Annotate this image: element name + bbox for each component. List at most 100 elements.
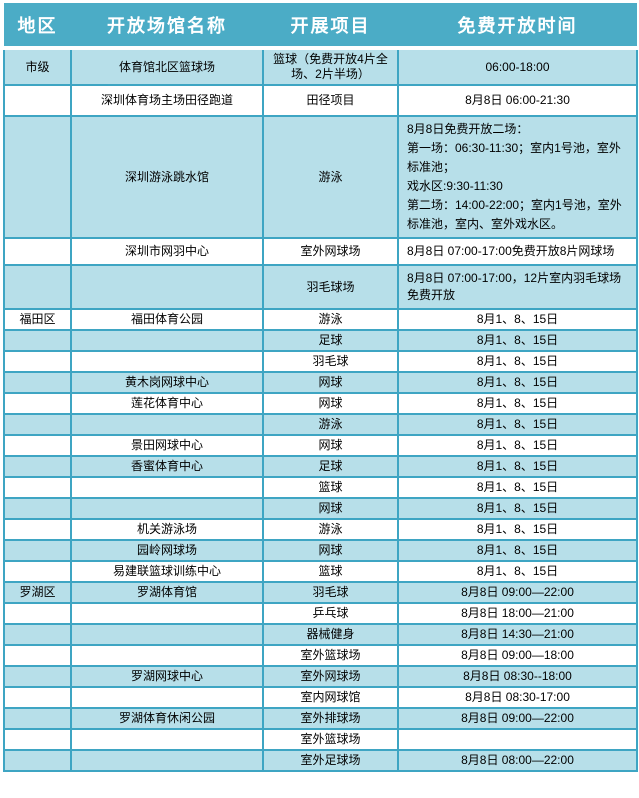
venue-cell: 罗湖网球中心 (70, 665, 264, 688)
table-row: 羽毛球场 8月8日 07:00-17:00，12片室内羽毛球场免费开放 (3, 264, 638, 310)
venue-cell: 易建联篮球训练中心 (70, 560, 264, 583)
header-venue-name: 开放场馆名称 (71, 3, 263, 50)
project-cell: 羽毛球 (262, 350, 399, 373)
table-row: 深圳游泳跳水馆 游泳 8月8日免费开放二场： 第一场：06:30-11:30；室… (3, 115, 638, 239)
header-row: 地区 开放场馆名称 开展项目 免费开放时间 (4, 3, 637, 50)
region-cell (3, 623, 72, 646)
project-cell: 室外网球场 (262, 665, 399, 688)
time-cell: 8月8日 09:00—22:00 (397, 581, 638, 604)
region-cell (3, 115, 72, 239)
project-cell: 羽毛球场 (262, 264, 399, 310)
venue-cell: 莲花体育中心 (70, 392, 264, 415)
venue-cell: 景田网球中心 (70, 434, 264, 457)
region-cell (3, 497, 72, 520)
region-cell (3, 518, 72, 541)
table-row: 园岭网球场 网球 8月1、8、15日 (3, 539, 638, 562)
venue-cell: 园岭网球场 (70, 539, 264, 562)
table-row: 景田网球中心 网球 8月1、8、15日 (3, 434, 638, 457)
table-row: 莲花体育中心 网球 8月1、8、15日 (3, 392, 638, 415)
table-header: 地区 开放场馆名称 开展项目 免费开放时间 (4, 3, 637, 50)
time-cell: 8月1、8、15日 (397, 434, 638, 457)
region-cell (3, 728, 72, 751)
venue-cell: 机关游泳场 (70, 518, 264, 541)
venue-cell (70, 350, 264, 373)
venue-cell (70, 623, 264, 646)
region-cell (3, 560, 72, 583)
time-cell: 8月8日 09:00—18:00 (397, 644, 638, 667)
venue-cell: 深圳市网羽中心 (70, 237, 264, 266)
project-cell: 篮球 (262, 476, 399, 499)
time-cell: 8月1、8、15日 (397, 560, 638, 583)
time-cell: 8月8日 08:00—22:00 (397, 749, 638, 772)
project-cell: 乒乓球 (262, 602, 399, 625)
table-row: 篮球 8月1、8、15日 (3, 476, 638, 499)
region-cell (3, 644, 72, 667)
table-body: 市级 体育馆北区篮球场 篮球（免费开放4片全场、2片半场） 06:00-18:0… (3, 47, 638, 772)
project-cell: 网球 (262, 539, 399, 562)
project-cell: 室外排球场 (262, 707, 399, 730)
region-cell (3, 264, 72, 310)
project-cell: 游泳 (262, 413, 399, 436)
region-cell (3, 455, 72, 478)
time-cell: 8月8日 06:00-21:30 (397, 84, 638, 117)
time-cell: 8月8日 18:00—21:00 (397, 602, 638, 625)
table-row: 市级 体育馆北区篮球场 篮球（免费开放4片全场、2片半场） 06:00-18:0… (3, 47, 638, 86)
project-cell: 游泳 (262, 308, 399, 331)
venue-cell: 深圳体育场主场田径跑道 (70, 84, 264, 117)
region-cell (3, 392, 72, 415)
table-row: 乒乓球 8月8日 18:00—21:00 (3, 602, 638, 625)
region-cell: 福田区 (3, 308, 72, 331)
venue-cell (70, 497, 264, 520)
table-row: 器械健身 8月8日 14:30—21:00 (3, 623, 638, 646)
venue-cell: 体育馆北区篮球场 (70, 47, 264, 86)
table-row: 福田区 福田体育公园 游泳 8月1、8、15日 (3, 308, 638, 331)
time-cell: 8月8日 08:30-17:00 (397, 686, 638, 709)
venue-cell (70, 413, 264, 436)
venue-cell: 罗湖体育馆 (70, 581, 264, 604)
region-cell (3, 237, 72, 266)
table-row: 室外足球场 8月8日 08:00—22:00 (3, 749, 638, 772)
table-row: 机关游泳场 游泳 8月1、8、15日 (3, 518, 638, 541)
time-cell: 8月1、8、15日 (397, 392, 638, 415)
project-cell: 游泳 (262, 115, 399, 239)
project-cell: 足球 (262, 455, 399, 478)
time-cell: 8月1、8、15日 (397, 371, 638, 394)
table-row: 游泳 8月1、8、15日 (3, 413, 638, 436)
project-cell: 室内网球馆 (262, 686, 399, 709)
time-cell: 8月1、8、15日 (397, 350, 638, 373)
table-row: 室内网球馆 8月8日 08:30-17:00 (3, 686, 638, 709)
time-cell: 8月1、8、15日 (397, 518, 638, 541)
time-cell: 8月1、8、15日 (397, 308, 638, 331)
time-cell: 8月8日 08:30--18:00 (397, 665, 638, 688)
venue-cell (70, 749, 264, 772)
project-cell: 篮球（免费开放4片全场、2片半场） (262, 47, 399, 86)
time-cell: 8月1、8、15日 (397, 329, 638, 352)
region-cell (3, 413, 72, 436)
table-row: 罗湖体育休闲公园 室外排球场 8月8日 09:00—22:00 (3, 707, 638, 730)
venues-table: 地区 开放场馆名称 开展项目 免费开放时间 市级 体育馆北区篮球场 篮球（免费开… (3, 3, 638, 772)
venue-cell: 福田体育公园 (70, 308, 264, 331)
region-cell (3, 329, 72, 352)
time-cell: 8月1、8、15日 (397, 455, 638, 478)
project-cell: 羽毛球 (262, 581, 399, 604)
table-row: 足球 8月1、8、15日 (3, 329, 638, 352)
project-cell: 室外篮球场 (262, 644, 399, 667)
table-row: 罗湖区 罗湖体育馆 羽毛球 8月8日 09:00—22:00 (3, 581, 638, 604)
region-cell: 市级 (3, 47, 72, 86)
region-cell (3, 686, 72, 709)
venue-cell (70, 329, 264, 352)
venue-cell (70, 602, 264, 625)
time-cell: 8月8日 14:30—21:00 (397, 623, 638, 646)
table-row: 深圳市网羽中心 室外网球场 8月8日 07:00-17:00免费开放8片网球场 (3, 237, 638, 266)
time-cell (397, 728, 638, 751)
region-cell (3, 749, 72, 772)
table-row: 易建联篮球训练中心 篮球 8月1、8、15日 (3, 560, 638, 583)
time-cell: 8月8日 07:00-17:00，12片室内羽毛球场免费开放 (397, 264, 638, 310)
region-cell (3, 434, 72, 457)
project-cell: 网球 (262, 497, 399, 520)
time-cell: 8月8日免费开放二场： 第一场：06:30-11:30；室内1号池，室外标准池；… (397, 115, 638, 239)
venue-cell: 黄木岗网球中心 (70, 371, 264, 394)
time-cell: 8月8日 09:00—22:00 (397, 707, 638, 730)
table-row: 室外篮球场 (3, 728, 638, 751)
project-cell: 网球 (262, 434, 399, 457)
